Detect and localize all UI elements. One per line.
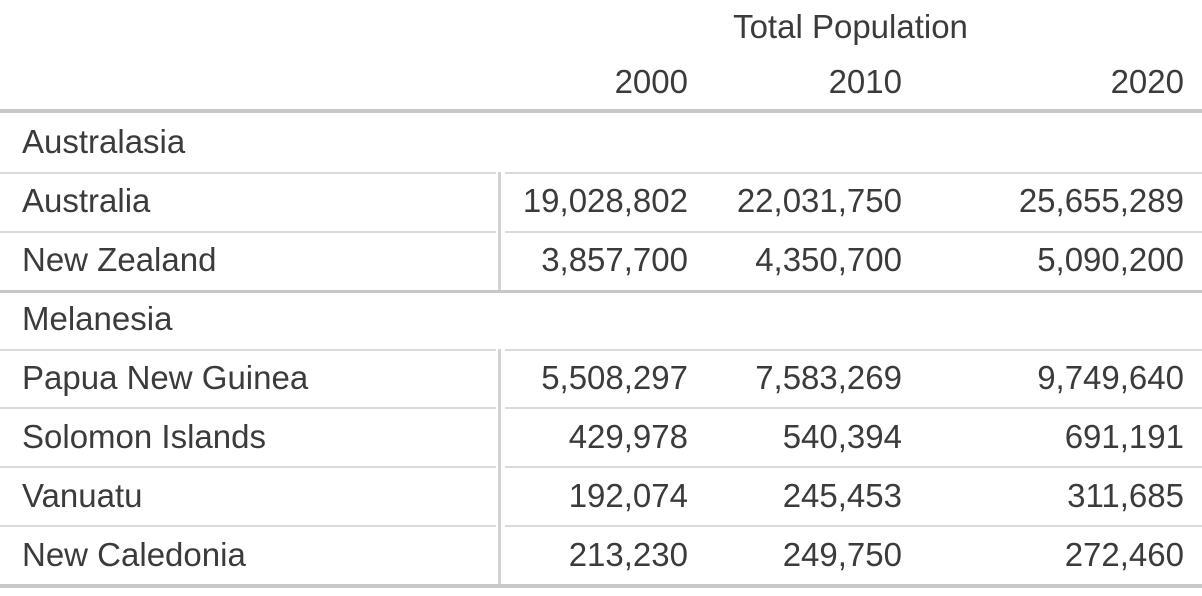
region-label: Australasia xyxy=(22,123,186,161)
country-label: New Caledonia xyxy=(22,535,246,573)
value-cells: 3,857,700 4,350,700 5,090,200 xyxy=(498,230,1202,290)
year-header-row: 2000 2010 2020 xyxy=(0,63,1202,101)
country-label: New Zealand xyxy=(22,241,217,279)
row-separator xyxy=(505,407,1202,410)
population-value: 245,453 xyxy=(782,476,902,514)
row-separator xyxy=(0,525,496,528)
region-row-australasia: Australasia xyxy=(0,113,1202,172)
population-value: 311,685 xyxy=(1067,476,1184,514)
year-column-header-2020: 2020 xyxy=(1110,63,1184,100)
population-value: 691,191 xyxy=(1064,417,1184,455)
year-column-header-2010: 2010 xyxy=(828,63,902,100)
row-separator xyxy=(505,171,1202,174)
value-cells: 213,230 249,750 272,460 xyxy=(498,525,1202,585)
population-value: 5,090,200 xyxy=(1037,241,1184,279)
region-label: Melanesia xyxy=(22,300,173,338)
bottom-border xyxy=(0,584,1202,589)
country-label: Australia xyxy=(22,182,151,220)
country-label: Vanuatu xyxy=(22,476,143,514)
population-value: 192,074 xyxy=(568,476,688,514)
country-label: Papua New Guinea xyxy=(22,359,309,396)
population-value: 22,031,750 xyxy=(736,182,902,220)
table-header: Total Population 2000 2010 2020 xyxy=(0,0,1202,113)
row-separator xyxy=(0,407,496,410)
value-cells: 19,028,802 22,031,750 25,655,289 xyxy=(498,171,1202,231)
country-row-papua-new-guinea: Papua New Guinea 5,508,297 7,583,269 9,7… xyxy=(0,348,1202,408)
country-row-new-caledonia: New Caledonia 213,230 249,750 272,460 xyxy=(0,525,1202,585)
country-row-australia: Australia 19,028,802 22,031,750 25,655,2… xyxy=(0,171,1202,231)
population-value: 429,978 xyxy=(568,417,688,455)
population-value: 4,350,700 xyxy=(755,241,902,279)
row-separator xyxy=(0,230,496,233)
value-cells: 192,074 245,453 311,685 xyxy=(498,466,1202,526)
value-cells: 5,508,297 7,583,269 9,749,640 xyxy=(498,348,1202,408)
table-title: Total Population xyxy=(733,8,968,45)
population-value: 3,857,700 xyxy=(541,241,688,279)
country-row-vanuatu: Vanuatu 192,074 245,453 311,685 xyxy=(0,466,1202,526)
country-row-new-zealand: New Zealand 3,857,700 4,350,700 5,090,20… xyxy=(0,230,1202,290)
country-row-solomon-islands: Solomon Islands 429,978 540,394 691,191 xyxy=(0,407,1202,467)
row-separator xyxy=(505,230,1202,233)
population-value: 9,749,640 xyxy=(1037,359,1184,396)
row-separator xyxy=(0,466,496,469)
population-value: 213,230 xyxy=(568,535,688,573)
population-value: 249,750 xyxy=(782,535,902,573)
population-value: 540,394 xyxy=(782,417,902,455)
region-row-melanesia: Melanesia xyxy=(0,289,1202,349)
header-spacer xyxy=(0,63,501,101)
row-separator xyxy=(0,348,496,351)
value-cells: 429,978 540,394 691,191 xyxy=(498,407,1202,467)
population-value: 25,655,289 xyxy=(1018,182,1184,220)
row-separator xyxy=(0,171,496,174)
country-label: Solomon Islands xyxy=(22,417,266,455)
population-value: 5,508,297 xyxy=(541,359,688,396)
population-value: 272,460 xyxy=(1064,535,1184,573)
row-separator xyxy=(505,348,1202,351)
population-value: 7,583,269 xyxy=(755,359,902,396)
group-boundary-line xyxy=(0,289,1202,293)
year-column-header-2000: 2000 xyxy=(614,63,688,100)
population-value: 19,028,802 xyxy=(522,182,688,220)
row-separator xyxy=(505,466,1202,469)
row-separator xyxy=(505,525,1202,528)
